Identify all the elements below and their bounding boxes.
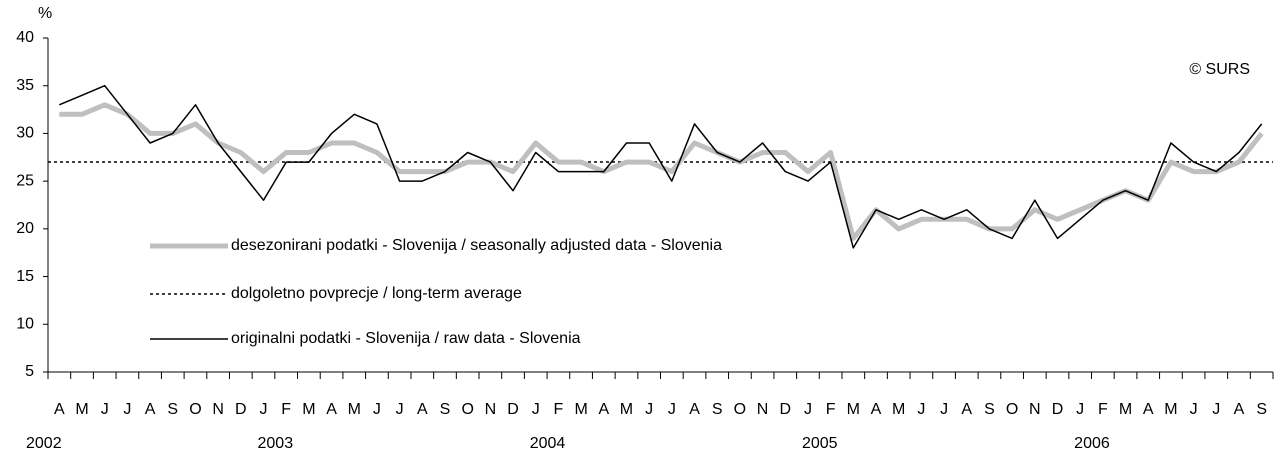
watermark: © SURS xyxy=(1189,61,1250,78)
x-tick-label: O xyxy=(734,401,746,418)
x-tick-label: A xyxy=(871,401,882,418)
x-tick-label: A xyxy=(961,401,972,418)
x-tick-label: A xyxy=(1234,401,1245,418)
legend-label: dolgoletno povprecje / long-term average xyxy=(231,285,522,302)
y-tick-label: 20 xyxy=(16,220,34,237)
y-tick-label: 5 xyxy=(25,363,34,380)
x-tick-label: A xyxy=(326,401,337,418)
y-tick-label: 35 xyxy=(16,77,34,94)
x-tick-label: O xyxy=(461,401,473,418)
x-tick-label: M xyxy=(1119,401,1132,418)
x-tick-label: J xyxy=(804,401,812,418)
x-tick-label: A xyxy=(598,401,609,418)
y-unit: % xyxy=(38,5,52,22)
x-tick-label: J xyxy=(532,401,540,418)
x-tick-label: A xyxy=(54,401,65,418)
x-tick-label: A xyxy=(417,401,428,418)
year-label: 2004 xyxy=(530,435,566,452)
y-tick-label: 25 xyxy=(16,172,34,189)
x-tick-label: N xyxy=(1029,401,1041,418)
x-tick-label: J xyxy=(1076,401,1084,418)
x-tick-label: M xyxy=(1164,401,1177,418)
x-tick-label: D xyxy=(1052,401,1064,418)
x-tick-label: N xyxy=(212,401,224,418)
x-tick-label: N xyxy=(485,401,497,418)
x-tick-label: J xyxy=(940,401,948,418)
x-tick-label: O xyxy=(1006,401,1018,418)
x-tick-label: O xyxy=(189,401,201,418)
y-tick-label: 40 xyxy=(16,29,34,46)
x-tick-label: A xyxy=(689,401,700,418)
x-tick-label: M xyxy=(892,401,905,418)
y-tick-label: 15 xyxy=(16,268,34,285)
x-tick-label: S xyxy=(167,401,178,418)
series-line xyxy=(59,84,1263,249)
x-tick-label: J xyxy=(917,401,925,418)
x-tick-label: M xyxy=(75,401,88,418)
x-tick-label: M xyxy=(847,401,860,418)
x-tick-label: J xyxy=(1212,401,1220,418)
x-tick-label: M xyxy=(620,401,633,418)
x-tick-label: J xyxy=(373,401,381,418)
x-tick-label: A xyxy=(1143,401,1154,418)
x-tick-label: A xyxy=(145,401,156,418)
x-tick-label: D xyxy=(235,401,247,418)
y-tick-label: 30 xyxy=(16,125,34,142)
x-tick-label: S xyxy=(1256,401,1267,418)
x-tick-label: F xyxy=(826,401,836,418)
x-tick-label: J xyxy=(101,401,109,418)
y-tick-label: 10 xyxy=(16,316,34,333)
x-tick-label: J xyxy=(396,401,404,418)
x-tick-label: F xyxy=(1098,401,1108,418)
x-tick-label: J xyxy=(123,401,131,418)
legend-label: desezonirani podatki - Slovenija / seaso… xyxy=(231,237,722,254)
x-tick-label: J xyxy=(668,401,676,418)
x-tick-label: M xyxy=(574,401,587,418)
x-tick-label: D xyxy=(779,401,791,418)
series-line xyxy=(59,102,1264,241)
x-tick-label: S xyxy=(712,401,723,418)
x-tick-label: J xyxy=(260,401,268,418)
x-tick-label: M xyxy=(302,401,315,418)
x-tick-label: J xyxy=(645,401,653,418)
x-tick-label: M xyxy=(348,401,361,418)
x-tick-label: F xyxy=(281,401,291,418)
x-tick-label: D xyxy=(507,401,519,418)
year-label: 2006 xyxy=(1074,435,1110,452)
x-tick-label: S xyxy=(984,401,995,418)
x-tick-label: S xyxy=(440,401,451,418)
x-tick-label: F xyxy=(554,401,564,418)
year-label: 2005 xyxy=(802,435,838,452)
legend-label: originalni podatki - Slovenija / raw dat… xyxy=(231,330,581,347)
year-label: 2003 xyxy=(258,435,294,452)
x-tick-label: J xyxy=(1190,401,1198,418)
x-tick-label: N xyxy=(757,401,769,418)
year-label: 2002 xyxy=(26,435,62,452)
